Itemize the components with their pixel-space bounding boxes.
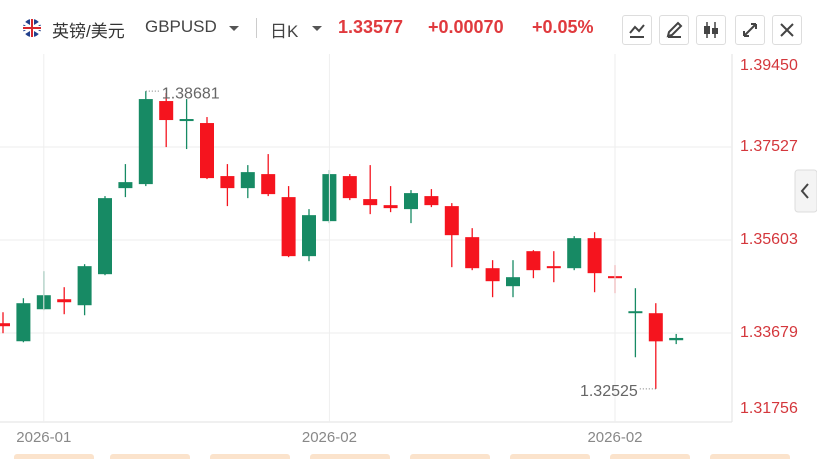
candle-body — [404, 193, 418, 210]
candle-body — [506, 277, 520, 287]
price: 1.33577 — [338, 17, 404, 37]
header: 英镑/美元 GBPUSD 日K 1.33577 +0.00070 +0.05% — [0, 0, 817, 54]
symbol[interactable]: GBPUSD — [145, 17, 217, 36]
y-tick-label: 1.37527 — [740, 138, 798, 155]
x-tick-label: 2026-02 — [302, 429, 357, 446]
candle-body — [240, 172, 255, 189]
y-tick-label: 1.33679 — [740, 324, 798, 341]
candle-body — [485, 268, 500, 282]
pair-name: 英镑/美元 — [52, 22, 125, 41]
candle-body — [200, 123, 214, 179]
change: +0.00070 — [428, 17, 504, 37]
bottom-tabs — [14, 454, 790, 459]
x-tick-label: 2026-01 — [16, 429, 71, 446]
candle-body — [0, 323, 10, 327]
candle-body — [465, 237, 480, 269]
candle-body — [648, 313, 663, 342]
line-tool-button[interactable] — [622, 15, 652, 45]
draw-tool-button[interactable] — [659, 15, 689, 45]
divider — [256, 18, 257, 38]
y-tick-label: 1.31756 — [740, 400, 798, 417]
candle-tool-button[interactable] — [696, 15, 726, 45]
candle-body — [424, 196, 439, 206]
period[interactable]: 日K — [270, 22, 299, 41]
candle-body — [342, 176, 357, 199]
chart-background — [0, 54, 817, 459]
candle-body — [220, 176, 235, 189]
period-caret[interactable] — [312, 26, 322, 32]
fullscreen-button[interactable] — [735, 15, 765, 45]
candle-body — [118, 182, 133, 189]
change-percent: +0.05% — [532, 17, 594, 37]
candle-body — [261, 174, 276, 195]
max-annotation: 1.38681 — [162, 85, 220, 102]
symbol-caret[interactable] — [229, 26, 239, 32]
candle-body — [628, 311, 643, 314]
candle-body — [302, 215, 316, 257]
candle-body — [444, 206, 459, 236]
candle-body — [363, 199, 378, 206]
candle-body — [383, 205, 398, 209]
x-tick-label: 2026-02 — [587, 429, 642, 446]
y-tick-label: 1.39450 — [740, 57, 798, 74]
flag-icon — [23, 19, 41, 37]
candle-body — [179, 119, 194, 122]
candle-body — [159, 101, 174, 121]
candle-body — [138, 99, 153, 185]
side-panel-toggle[interactable] — [794, 169, 817, 213]
candle-body — [57, 299, 72, 303]
candle-body — [98, 198, 112, 275]
candle-body — [669, 337, 684, 341]
close-button[interactable] — [772, 15, 802, 45]
candle-body — [587, 238, 602, 274]
candle-body — [546, 266, 561, 269]
min-annotation: 1.32525 — [580, 383, 638, 400]
candle-body — [526, 251, 541, 271]
candle-body — [281, 197, 296, 257]
candle-body — [567, 238, 582, 269]
side-panel-arrow[interactable] — [800, 183, 809, 199]
candle-body — [77, 266, 92, 306]
y-tick-label: 1.35603 — [740, 231, 798, 248]
candle-body — [16, 303, 31, 342]
